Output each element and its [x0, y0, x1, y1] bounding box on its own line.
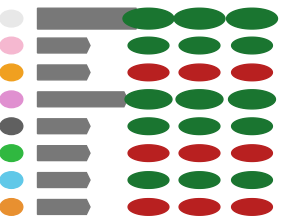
Polygon shape [232, 145, 272, 161]
Polygon shape [128, 172, 169, 188]
Polygon shape [128, 64, 169, 81]
Polygon shape [179, 172, 220, 188]
Polygon shape [123, 8, 174, 29]
Circle shape [0, 91, 23, 108]
Polygon shape [128, 118, 169, 134]
Polygon shape [38, 92, 128, 107]
Polygon shape [179, 37, 220, 54]
Polygon shape [174, 8, 225, 29]
Polygon shape [128, 199, 169, 215]
Polygon shape [125, 90, 172, 109]
Circle shape [0, 64, 23, 81]
Polygon shape [179, 145, 220, 161]
Circle shape [0, 172, 23, 188]
Polygon shape [232, 199, 272, 215]
Polygon shape [128, 145, 169, 161]
Polygon shape [179, 118, 220, 134]
Circle shape [0, 10, 23, 27]
Polygon shape [229, 90, 275, 109]
Polygon shape [176, 90, 223, 109]
Polygon shape [232, 37, 272, 54]
Circle shape [0, 118, 23, 134]
Polygon shape [128, 37, 169, 54]
Polygon shape [38, 200, 90, 214]
Polygon shape [38, 146, 90, 161]
Polygon shape [179, 64, 220, 81]
Polygon shape [179, 199, 220, 215]
Polygon shape [232, 64, 272, 81]
Polygon shape [232, 172, 272, 188]
Polygon shape [38, 173, 90, 187]
Polygon shape [38, 38, 90, 53]
Circle shape [0, 199, 23, 215]
Circle shape [0, 145, 23, 161]
Polygon shape [226, 8, 278, 29]
Polygon shape [38, 65, 90, 80]
Polygon shape [232, 118, 272, 134]
Circle shape [0, 37, 23, 54]
Polygon shape [38, 8, 140, 29]
Polygon shape [38, 119, 90, 134]
